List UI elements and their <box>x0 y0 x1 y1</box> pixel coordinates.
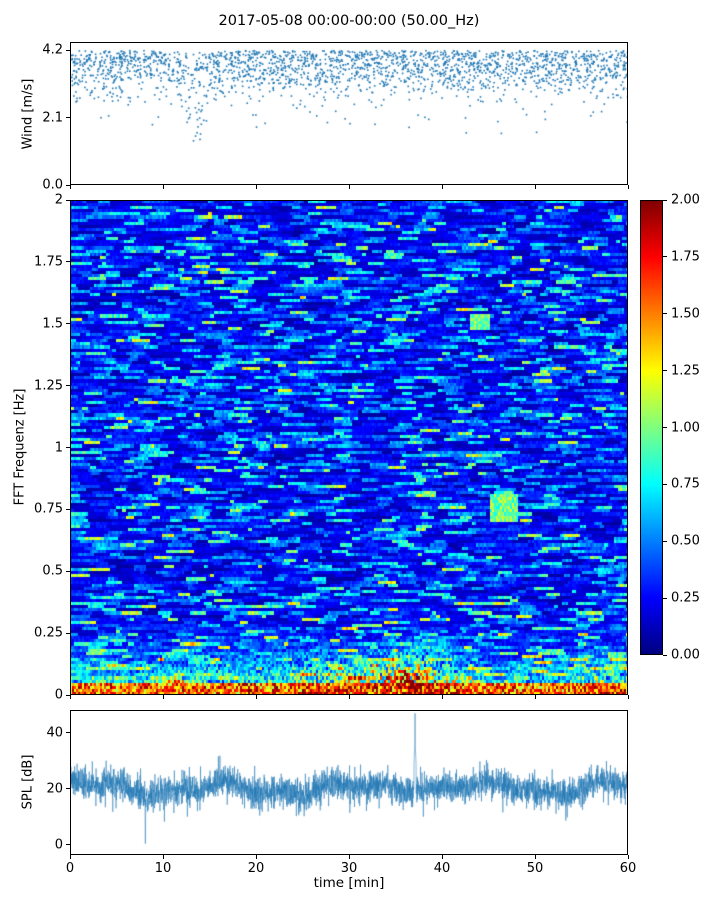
x-tick-mark <box>534 185 536 189</box>
y-tick-mark <box>66 49 70 51</box>
y-tick-label: 1 <box>54 440 63 455</box>
y-tick-mark <box>66 632 70 634</box>
x-tick-label: 60 <box>619 861 637 876</box>
y-tick-mark <box>66 447 70 448</box>
y-tick-mark <box>66 788 70 790</box>
y-tick-mark <box>66 844 70 846</box>
colorbar-tick-mark <box>663 256 667 258</box>
x-tick-mark <box>162 185 164 189</box>
colorbar-tick-label: 2.00 <box>671 192 700 208</box>
x-tick-mark <box>627 855 629 859</box>
y-tick-label: 4.2 <box>42 42 63 58</box>
y-tick-label: 2.1 <box>42 110 63 126</box>
y-tick-label: 2 <box>54 192 63 208</box>
x-tick-mark <box>69 185 71 189</box>
y-tick-label: 1.25 <box>34 378 63 394</box>
x-tick-mark <box>348 185 350 189</box>
colorbar-tick-mark <box>663 654 667 656</box>
colorbar-tick-mark <box>663 597 667 599</box>
y-tick-label: 0 <box>54 687 63 703</box>
x-tick-label: 30 <box>340 861 358 876</box>
x-tick-mark <box>534 695 536 699</box>
x-tick-mark <box>69 695 71 699</box>
spl-line-canvas <box>70 710 628 855</box>
colorbar-tick-label: 1.00 <box>671 420 700 435</box>
colorbar-tick-label: 0.00 <box>671 647 700 663</box>
y-tick-mark <box>66 261 70 263</box>
x-tick-mark <box>627 185 629 189</box>
x-tick-mark <box>441 695 443 699</box>
y-tick-label: 0.0 <box>42 177 63 193</box>
x-tick-label: 10 <box>154 861 172 876</box>
x-tick-mark <box>255 695 257 699</box>
x-tick-label: 20 <box>247 861 265 876</box>
x-tick-mark <box>534 855 536 859</box>
x-tick-label: 40 <box>433 861 451 876</box>
y-tick-mark <box>66 323 70 325</box>
y-tick-label: 0.5 <box>42 563 63 579</box>
x-tick-mark <box>69 855 71 859</box>
colorbar-tick-mark <box>663 483 667 485</box>
y-tick-mark <box>66 570 70 572</box>
y-tick-label: 0.75 <box>34 501 63 517</box>
colorbar-tick-label: 0.50 <box>671 533 700 549</box>
x-tick-label: 50 <box>526 861 544 876</box>
wind-y-axis-label: Wind [m/s] <box>20 78 36 150</box>
colorbar-canvas <box>640 200 663 655</box>
y-tick-label: 20 <box>46 781 63 797</box>
y-tick-mark <box>66 732 70 734</box>
colorbar-tick-label: 1.75 <box>671 249 700 265</box>
colorbar-tick-label: 0.25 <box>671 590 700 606</box>
spl-y-axis-label: SPL [dB] <box>20 754 36 810</box>
spectrogram-canvas <box>70 200 628 695</box>
figure-title: 2017-05-08 00:00-00:00 (50.00_Hz) <box>218 13 480 29</box>
colorbar-tick-mark <box>663 370 667 372</box>
colorbar-tick-mark <box>663 540 667 542</box>
x-tick-mark <box>162 855 164 859</box>
x-tick-mark <box>348 695 350 699</box>
x-tick-mark <box>162 695 164 699</box>
colorbar-tick-mark <box>663 313 667 315</box>
x-tick-mark <box>441 855 443 859</box>
y-tick-label: 0 <box>54 837 63 853</box>
x-tick-label: 0 <box>65 861 75 876</box>
colorbar-tick-mark <box>663 199 667 201</box>
colorbar-tick-mark <box>663 427 667 428</box>
colorbar-tick-label: 1.25 <box>671 363 700 379</box>
x-tick-mark <box>627 695 629 699</box>
y-tick-mark <box>66 385 70 387</box>
fft-y-axis-label: FFT Frequenz [Hz] <box>12 388 28 506</box>
colorbar-tick-label: 1.50 <box>671 306 700 322</box>
y-tick-mark <box>66 117 70 119</box>
wind-scatter-canvas <box>70 42 628 185</box>
y-tick-label: 1.75 <box>34 254 63 270</box>
colorbar-tick-label: 0.75 <box>671 476 700 492</box>
x-tick-mark <box>255 185 257 189</box>
x-axis-label: time [min] <box>313 875 385 891</box>
x-tick-mark <box>441 185 443 189</box>
x-tick-mark <box>348 855 350 859</box>
y-tick-mark <box>66 199 70 201</box>
y-tick-mark <box>66 694 70 696</box>
y-tick-mark <box>66 184 70 186</box>
x-tick-mark <box>255 855 257 859</box>
y-tick-mark <box>66 508 70 510</box>
y-tick-label: 0.25 <box>34 625 63 641</box>
y-tick-label: 1.5 <box>42 316 63 332</box>
y-tick-label: 40 <box>46 725 63 741</box>
